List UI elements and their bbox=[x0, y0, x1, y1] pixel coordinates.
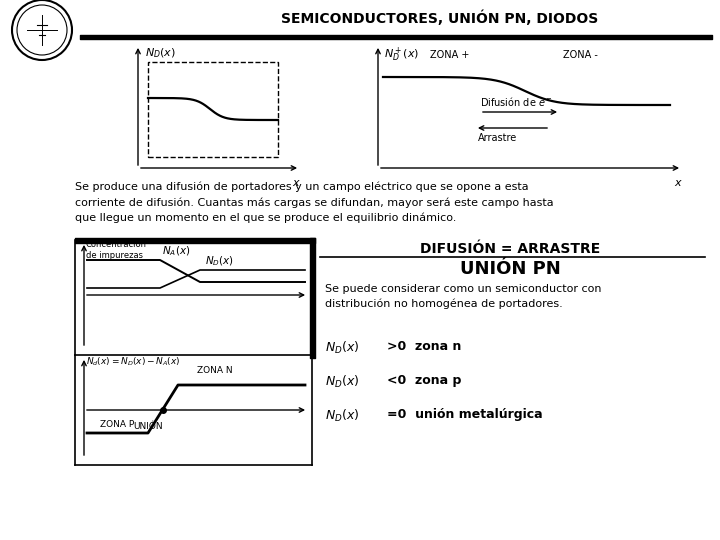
Text: UNIÓN: UNIÓN bbox=[133, 422, 163, 431]
Text: ZONA -: ZONA - bbox=[562, 50, 598, 60]
Text: <0  zona p: <0 zona p bbox=[387, 374, 462, 387]
Text: Se produce una difusión de portadores y un campo eléctrico que se opone a esta
c: Se produce una difusión de portadores y … bbox=[75, 182, 554, 223]
Text: $N_D(x)$: $N_D(x)$ bbox=[325, 340, 359, 356]
Text: Difusión de $e^-$: Difusión de $e^-$ bbox=[480, 95, 553, 108]
Bar bbox=[148, 62, 278, 157]
Text: $x$: $x$ bbox=[292, 178, 300, 188]
Text: ZONA P: ZONA P bbox=[100, 420, 134, 429]
Text: Concentración
de impurezas: Concentración de impurezas bbox=[86, 240, 147, 260]
Text: UNIÓN PN: UNIÓN PN bbox=[459, 260, 560, 278]
Text: SEMICONDUCTORES, UNIÓN PN, DIODOS: SEMICONDUCTORES, UNIÓN PN, DIODOS bbox=[282, 10, 598, 26]
Text: $N_D(x)$: $N_D(x)$ bbox=[205, 254, 234, 268]
Text: =0  unión metalúrgica: =0 unión metalúrgica bbox=[387, 408, 543, 421]
Text: >0  zona n: >0 zona n bbox=[387, 340, 462, 353]
Text: Se puede considerar como un semiconductor con
distribución no homogénea de porta: Se puede considerar como un semiconducto… bbox=[325, 284, 601, 309]
Text: $N_d(x)= N_D(x)-N_A(x)$: $N_d(x)= N_D(x)-N_A(x)$ bbox=[86, 356, 181, 368]
Text: $N_D(x)$: $N_D(x)$ bbox=[145, 46, 176, 59]
Text: ZONA +: ZONA + bbox=[431, 50, 469, 60]
Text: $x$: $x$ bbox=[673, 178, 683, 188]
Text: Arrastre: Arrastre bbox=[478, 133, 517, 143]
Text: $N^+_D(x)$: $N^+_D(x)$ bbox=[384, 46, 419, 64]
Text: $N_D(x)$: $N_D(x)$ bbox=[325, 374, 359, 390]
Text: DIFUSIÓN = ARRASTRE: DIFUSIÓN = ARRASTRE bbox=[420, 242, 600, 256]
Text: ZONA N: ZONA N bbox=[197, 366, 233, 375]
Text: $N_D(x)$: $N_D(x)$ bbox=[325, 408, 359, 424]
Text: $N_A(x)$: $N_A(x)$ bbox=[162, 245, 190, 258]
